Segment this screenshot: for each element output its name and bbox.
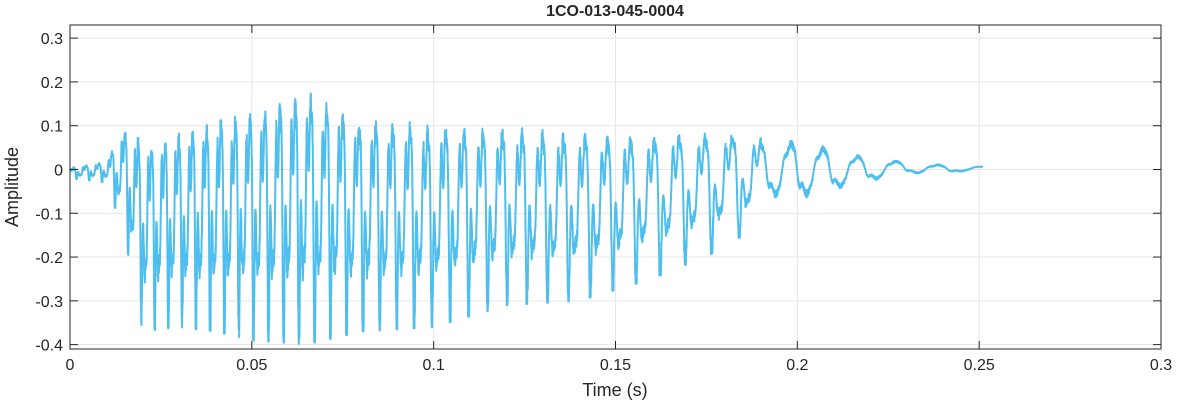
y-tick-label: -0.2 <box>35 250 63 267</box>
waveform-line <box>69 92 984 346</box>
x-tick-label: 0 <box>66 357 75 374</box>
y-tick-label: 0 <box>54 162 63 179</box>
x-tick-label: 0.15 <box>600 357 631 374</box>
chart-title: 1CO-013-045-0004 <box>546 3 684 20</box>
y-tick-label: -0.3 <box>35 294 63 311</box>
y-tick-label: 0.1 <box>41 119 63 136</box>
axes <box>69 24 1162 350</box>
x-tick-label: 0.1 <box>423 357 445 374</box>
y-tick-label: 0.3 <box>41 31 63 48</box>
x-tick-label: 0.05 <box>236 357 267 374</box>
x-tick-label: 0.3 <box>1150 357 1172 374</box>
y-tick-label: 0.2 <box>41 75 63 92</box>
x-tick-label: 0.25 <box>964 357 995 374</box>
y-axis-title: Amplitude <box>2 147 22 227</box>
waveform-series <box>69 92 984 346</box>
y-tick-label: -0.1 <box>35 206 63 223</box>
x-axis-title: Time (s) <box>582 380 647 400</box>
tick-labels: 0 0.05 0.1 0.15 0.2 0.25 0.3 0.3 0.2 0.1 0 -0.1 -0.2… <box>35 31 1172 374</box>
y-tick-label: -0.4 <box>35 338 63 355</box>
x-tick-label: 0.2 <box>786 357 808 374</box>
